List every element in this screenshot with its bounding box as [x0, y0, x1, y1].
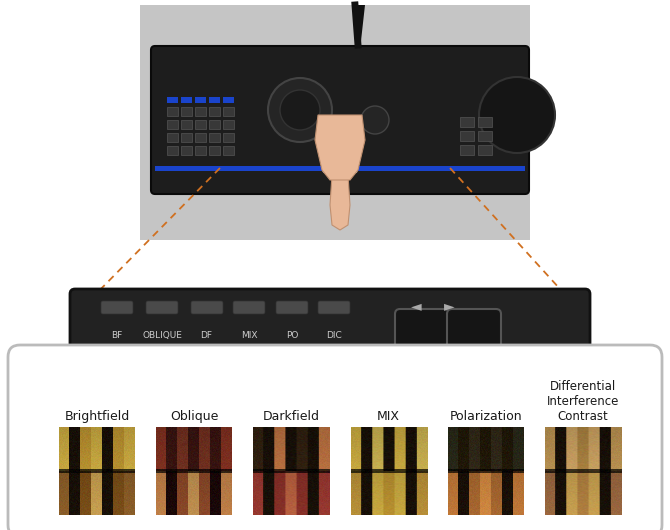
Bar — [167, 146, 178, 155]
Bar — [181, 97, 192, 103]
FancyBboxPatch shape — [395, 309, 449, 349]
Bar — [195, 146, 206, 155]
Bar — [209, 120, 220, 129]
Text: OBLIQUE: OBLIQUE — [142, 331, 182, 340]
FancyBboxPatch shape — [101, 301, 133, 314]
Text: PO: PO — [286, 331, 298, 340]
Bar — [167, 120, 178, 129]
Bar — [209, 107, 220, 116]
Bar — [478, 145, 492, 155]
Bar — [209, 133, 220, 142]
FancyBboxPatch shape — [191, 301, 223, 314]
Bar — [478, 117, 492, 127]
Text: DF: DF — [200, 331, 212, 340]
FancyBboxPatch shape — [276, 301, 308, 314]
Bar — [478, 131, 492, 141]
Bar — [140, 5, 530, 240]
Bar — [223, 120, 234, 129]
Polygon shape — [300, 363, 370, 405]
FancyBboxPatch shape — [318, 301, 350, 314]
FancyBboxPatch shape — [151, 46, 529, 194]
Bar — [195, 133, 206, 142]
FancyBboxPatch shape — [8, 345, 662, 530]
Bar — [209, 97, 220, 103]
Bar — [195, 107, 206, 116]
Bar — [155, 166, 525, 171]
Bar — [181, 146, 192, 155]
Bar — [167, 107, 178, 116]
Bar — [223, 133, 234, 142]
Bar — [223, 97, 234, 103]
Bar — [181, 133, 192, 142]
Text: DIC: DIC — [326, 331, 342, 340]
Bar — [460, 145, 474, 155]
Bar — [460, 131, 474, 141]
Text: OLYMPUS: OLYMPUS — [322, 168, 358, 174]
Bar — [209, 146, 220, 155]
Bar — [155, 50, 525, 190]
Text: Oblique: Oblique — [170, 410, 218, 423]
Text: Differential
Interference
Contrast: Differential Interference Contrast — [547, 380, 619, 423]
Circle shape — [280, 90, 320, 130]
Text: Darkfield: Darkfield — [263, 410, 320, 423]
Text: Brightfield: Brightfield — [64, 410, 130, 423]
Circle shape — [268, 78, 332, 142]
Bar — [167, 97, 178, 103]
Bar — [195, 97, 206, 103]
Text: MIX: MIX — [377, 410, 400, 423]
Bar — [181, 107, 192, 116]
Text: ◄: ◄ — [411, 299, 421, 313]
Text: ►: ► — [444, 299, 454, 313]
Text: MIX: MIX — [241, 331, 257, 340]
Bar — [195, 120, 206, 129]
Polygon shape — [315, 115, 365, 180]
Bar — [223, 146, 234, 155]
Circle shape — [479, 77, 555, 153]
Polygon shape — [355, 5, 365, 50]
FancyBboxPatch shape — [70, 289, 590, 357]
Bar — [181, 120, 192, 129]
Bar — [223, 107, 234, 116]
Circle shape — [361, 106, 389, 134]
FancyBboxPatch shape — [146, 301, 178, 314]
Text: Polarization: Polarization — [450, 410, 522, 423]
Bar — [167, 133, 178, 142]
FancyBboxPatch shape — [447, 309, 501, 349]
Bar — [460, 117, 474, 127]
FancyBboxPatch shape — [233, 301, 265, 314]
Text: BF: BF — [111, 331, 123, 340]
Polygon shape — [330, 175, 350, 230]
